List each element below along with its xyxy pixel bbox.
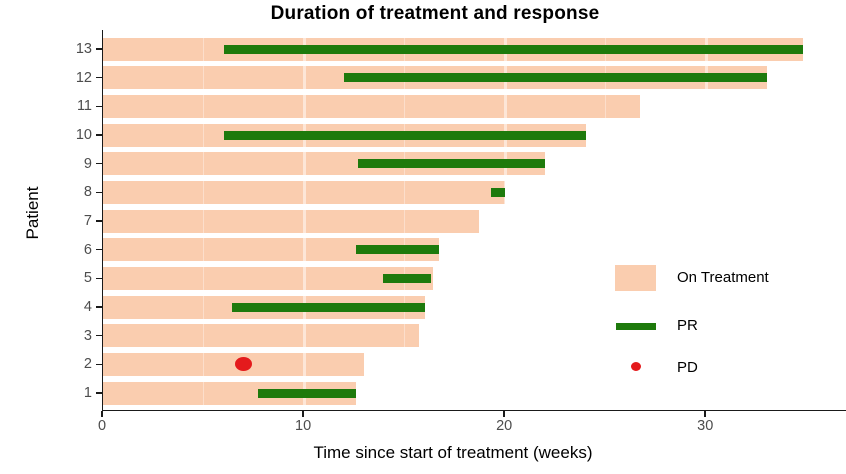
pr-swatch bbox=[616, 323, 656, 330]
on-treatment-bar bbox=[103, 324, 419, 348]
y-tick-label: 1 bbox=[83, 385, 92, 402]
pd-dot bbox=[235, 357, 253, 372]
pr-bar bbox=[344, 73, 767, 83]
x-tick-label: 30 bbox=[697, 418, 714, 434]
y-tick-label: 2 bbox=[83, 356, 92, 373]
pr-bar bbox=[231, 302, 425, 312]
on-treatment-bar bbox=[103, 238, 439, 262]
pr-bar bbox=[257, 388, 357, 398]
y-axis-title: Patient bbox=[23, 186, 42, 240]
on-treatment-bar bbox=[103, 152, 546, 176]
on-treatment-bar bbox=[103, 381, 357, 405]
grid-line bbox=[504, 30, 507, 410]
on-treatment-bar bbox=[103, 352, 365, 376]
pr-bar bbox=[491, 187, 506, 197]
plot-area bbox=[102, 30, 846, 411]
on-treatment-swatch bbox=[615, 265, 656, 291]
x-tick-mark bbox=[101, 411, 103, 417]
y-tick-mark bbox=[96, 363, 102, 366]
legend-label-on-treatment: On Treatment bbox=[677, 269, 769, 286]
marks-layer bbox=[103, 30, 846, 410]
legend-item-on-treatment: On Treatment bbox=[615, 265, 825, 291]
grid-line bbox=[403, 30, 406, 410]
grid-line bbox=[202, 30, 205, 410]
grid-line bbox=[705, 30, 708, 410]
legend-label-pr: PR bbox=[677, 317, 698, 334]
on-treatment-bar bbox=[103, 266, 433, 290]
legend: On Treatment PR PD bbox=[615, 258, 825, 378]
y-tick-label: 3 bbox=[83, 327, 92, 344]
y-tick-mark bbox=[96, 277, 102, 280]
legend-item-pr: PR bbox=[615, 313, 825, 339]
y-tick-mark bbox=[96, 48, 102, 50]
grid-line bbox=[303, 30, 306, 410]
x-axis-title: Time since start of treatment (weeks) bbox=[313, 443, 593, 462]
y-tick-label: 6 bbox=[83, 241, 92, 258]
x-tick-label: 10 bbox=[295, 418, 312, 434]
legend-label-pd: PD bbox=[677, 359, 698, 376]
x-tick-label: 20 bbox=[496, 418, 513, 434]
y-tick-mark bbox=[96, 248, 102, 251]
pr-bar bbox=[223, 44, 803, 54]
y-tick-mark bbox=[96, 334, 102, 337]
y-tick-label: 10 bbox=[75, 127, 92, 143]
grid-line bbox=[805, 30, 808, 410]
grid-line bbox=[604, 30, 607, 410]
y-tick-label: 13 bbox=[75, 41, 92, 57]
grid-layer bbox=[103, 30, 846, 410]
pr-bar bbox=[223, 130, 586, 140]
y-tick-label: 8 bbox=[83, 184, 92, 201]
pd-swatch bbox=[631, 362, 641, 371]
y-tick-mark bbox=[96, 134, 102, 136]
x-tick-label: 0 bbox=[97, 418, 107, 434]
y-tick-label: 12 bbox=[75, 69, 92, 86]
pr-bar bbox=[382, 273, 431, 283]
x-tick-mark bbox=[503, 411, 505, 417]
pr-bar bbox=[356, 245, 439, 255]
y-tick-mark bbox=[96, 191, 102, 194]
x-tick-mark bbox=[302, 411, 304, 417]
chart-title: Duration of treatment and response bbox=[270, 3, 600, 24]
y-tick-label: 5 bbox=[83, 270, 92, 287]
y-tick-label: 4 bbox=[83, 299, 92, 316]
y-tick-mark bbox=[96, 162, 102, 165]
on-treatment-bar bbox=[103, 209, 480, 233]
legend-item-pd: PD bbox=[615, 355, 825, 381]
y-tick-mark bbox=[96, 392, 102, 394]
y-tick-label: 11 bbox=[76, 98, 92, 115]
y-tick-label: 9 bbox=[83, 155, 92, 172]
y-tick-mark bbox=[96, 76, 102, 79]
y-tick-mark bbox=[96, 306, 102, 308]
x-tick-mark bbox=[704, 411, 706, 417]
pr-bar bbox=[358, 159, 546, 169]
y-tick-label: 7 bbox=[83, 213, 92, 230]
y-tick-mark bbox=[96, 220, 102, 222]
y-tick-mark bbox=[96, 105, 102, 108]
